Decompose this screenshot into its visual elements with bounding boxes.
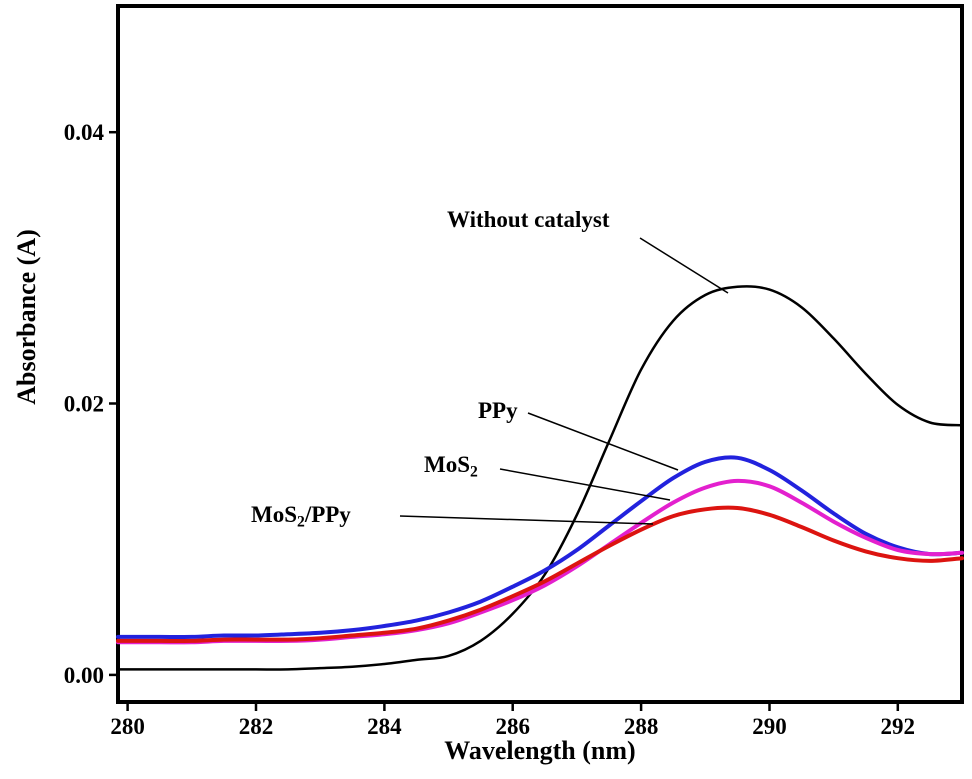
x-tick-label: 280 xyxy=(110,714,145,739)
y-tick-label: 0.00 xyxy=(64,663,104,688)
x-tick-label: 290 xyxy=(752,714,787,739)
annotation-mos2-ppy-text: MoS xyxy=(251,502,297,527)
series-without-catalyst xyxy=(116,285,964,671)
annotation-leader-lines xyxy=(399,237,729,525)
annotation-mos2-subscript: 2 xyxy=(470,463,478,481)
y-tick-label: 0.04 xyxy=(64,120,105,145)
x-tick-label: 282 xyxy=(239,714,274,739)
series-ppy xyxy=(116,455,964,639)
leader-line-without-catalyst xyxy=(639,237,729,294)
y-tick-label: 0.02 xyxy=(64,392,104,417)
series-mos2-ppy xyxy=(116,505,964,643)
series-mos2 xyxy=(116,478,964,645)
annotation-without-catalyst: Without catalyst xyxy=(447,207,610,232)
annotation-mos2-ppy-subscript: 2 xyxy=(297,513,305,531)
annotation-ppy: PPy xyxy=(478,398,518,423)
leader-line-ppy xyxy=(527,412,679,471)
annotation-mos2-text: MoS xyxy=(424,452,470,477)
x-tick-label: 288 xyxy=(624,714,659,739)
annotation-mos2: MoS2 xyxy=(424,452,478,481)
x-tick-label: 284 xyxy=(367,714,402,739)
plot-frame xyxy=(116,4,964,704)
annotation-mos2-ppy: MoS2/PPy xyxy=(251,502,351,531)
x-axis-title: Wavelength (nm) xyxy=(444,736,636,765)
x-tick-label: 292 xyxy=(881,714,916,739)
x-tick-label: 286 xyxy=(495,714,530,739)
annotation-mos2-ppy-suffix: /PPy xyxy=(304,502,351,527)
leader-line-mos2 xyxy=(499,468,671,501)
leader-line-mos2-ppy xyxy=(399,515,654,525)
y-axis-title: Absorbance (A) xyxy=(12,229,41,405)
generated-plot-layer: 280 282 284 286 288 290 292 0.00 0.02 0.04 xyxy=(64,4,964,739)
